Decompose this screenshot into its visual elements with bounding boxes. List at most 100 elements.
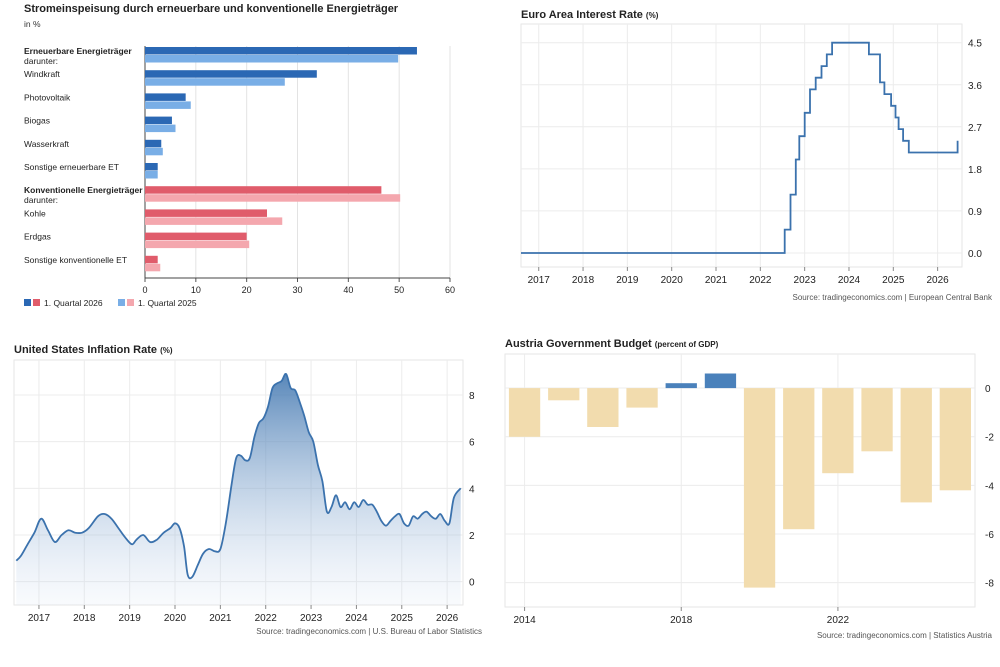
x-tick-label: 2025 xyxy=(391,613,414,624)
y-tick-label: -6 xyxy=(985,530,994,541)
x-tick-label: 2026 xyxy=(926,275,949,286)
y-tick-label: 1.8 xyxy=(968,165,982,176)
x-tick-label: 2023 xyxy=(300,613,323,624)
plot-area xyxy=(520,23,963,268)
budget-bar-2022 xyxy=(822,388,854,474)
y-tick-label: 0 xyxy=(985,384,991,395)
y-tick-label: 0 xyxy=(469,578,475,589)
x-tick-label: 2017 xyxy=(528,275,551,286)
category-label: Windkraft xyxy=(24,69,61,79)
bar-2025-2 xyxy=(145,101,191,109)
budget-bar-2017 xyxy=(626,388,658,408)
legend-swatch-2025-conventional xyxy=(127,299,134,306)
interest-rate-line xyxy=(521,41,959,254)
inflation-area xyxy=(16,373,461,605)
x-tick-label: 2018 xyxy=(73,613,96,624)
bar-2025-5 xyxy=(145,171,158,179)
budget-bar-2014 xyxy=(508,388,541,437)
x-tick-label: 40 xyxy=(343,285,353,295)
x-tick-label: 2022 xyxy=(827,615,850,626)
y-tick-label: -8 xyxy=(985,579,994,590)
bar-2025-8 xyxy=(145,240,250,249)
category-sublabel: darunter: xyxy=(24,195,58,205)
budget-bar-2020 xyxy=(743,388,776,588)
x-tick-label: 2025 xyxy=(882,275,905,286)
y-tick-label: 6 xyxy=(469,438,475,449)
plot-area xyxy=(504,353,976,608)
energy-feed-in-svg: Stromeinspeisung durch erneuerbare und k… xyxy=(24,3,455,308)
bar-2026-4 xyxy=(145,139,162,148)
source-note: Source: tradingeconomics.com | U.S. Bure… xyxy=(256,627,482,636)
x-tick-label: 2020 xyxy=(661,275,684,286)
y-tick-label: 4 xyxy=(469,484,475,495)
bar-2025-4 xyxy=(145,147,163,156)
budget-bar-2024 xyxy=(900,388,932,503)
category-sublabel: darunter: xyxy=(24,56,58,66)
y-tick-label: 0.0 xyxy=(968,249,982,260)
x-tick-label: 2022 xyxy=(749,275,772,286)
bar-2026-7 xyxy=(145,209,267,217)
chart-title: Euro Area Interest Rate (%) xyxy=(521,9,659,21)
x-tick-label: 2018 xyxy=(670,615,693,626)
y-tick-label: -2 xyxy=(985,433,994,444)
us-inflation-chart: United States Inflation Rate (%) 2017 2018… xyxy=(0,333,495,667)
x-tick-label: 10 xyxy=(191,285,201,295)
category-label: Photovoltaik xyxy=(24,92,71,102)
legend-swatch-2026-conventional xyxy=(33,299,40,306)
budget-bar-2019 xyxy=(704,373,737,389)
category-label: Konventionelle Energieträger xyxy=(24,185,143,195)
x-tick-label: 2014 xyxy=(513,615,536,626)
category-label: Erdgas xyxy=(24,232,51,242)
euro-interest-rate-chart: Euro Area Interest Rate (%) 2017 2018 2019 2… xyxy=(505,0,1000,330)
bar-2026-6 xyxy=(145,186,382,194)
us-inflation-svg: United States Inflation Rate (%) 2017 2018… xyxy=(13,344,482,636)
budget-bar-2023 xyxy=(861,388,893,452)
x-tick-label: 2021 xyxy=(209,613,232,624)
budget-bar-2018 xyxy=(665,383,697,389)
x-tick-label: 2019 xyxy=(616,275,639,286)
x-tick-label: 2020 xyxy=(164,613,187,624)
x-tick-label: 0 xyxy=(142,285,147,295)
bar-2026-0 xyxy=(145,47,417,55)
x-tick-label: 2018 xyxy=(572,275,595,286)
euro-interest-rate-svg: Euro Area Interest Rate (%) 2017 2018 2019 2… xyxy=(520,9,993,302)
y-tick-label: 4.5 xyxy=(968,39,982,50)
chart-title: Austria Government Budget (percent of GD… xyxy=(505,338,719,350)
bar-2026-2 xyxy=(145,93,186,101)
bar-2026-1 xyxy=(145,70,317,78)
chart-subtitle: in % xyxy=(24,19,41,29)
category-label: Sonstige erneuerbare ET xyxy=(24,162,119,172)
category-label: Erneuerbare Energieträger xyxy=(24,46,132,56)
chart-title: United States Inflation Rate (%) xyxy=(14,344,173,356)
energy-feed-in-chart: Stromeinspeisung durch erneuerbare und k… xyxy=(0,0,470,330)
austria-budget-svg: Austria Government Budget (percent of GD… xyxy=(504,338,994,640)
legend-label-2026: 1. Quartal 2026 xyxy=(44,298,103,308)
category-label: Kohle xyxy=(24,208,46,218)
x-tick-label: 2017 xyxy=(28,613,51,624)
x-tick-label: 2024 xyxy=(345,613,368,624)
category-label: Biogas xyxy=(24,116,50,126)
category-label: Wasserkraft xyxy=(24,139,70,149)
bar-2026-5 xyxy=(145,163,158,171)
budget-bar-2025 xyxy=(939,388,971,491)
austria-budget-chart: Austria Government Budget (percent of GD… xyxy=(495,333,1000,667)
chart-title: Stromeinspeisung durch erneuerbare und k… xyxy=(24,3,399,15)
x-tick-label: 2021 xyxy=(705,275,728,286)
bar-2025-9 xyxy=(145,263,161,272)
budget-bar-2015 xyxy=(548,388,580,401)
bar-2026-3 xyxy=(145,116,172,125)
bar-2025-6 xyxy=(145,194,401,202)
legend-swatch-2025-renewable xyxy=(118,299,125,306)
bar-2025-1 xyxy=(145,78,285,86)
x-tick-label: 2023 xyxy=(794,275,817,286)
legend-swatch-2026-renewable xyxy=(24,299,31,306)
x-tick-label: 2026 xyxy=(436,613,459,624)
bar-2025-0 xyxy=(145,55,399,63)
legend-label-2025: 1. Quartal 2025 xyxy=(138,298,197,308)
x-tick-label: 30 xyxy=(292,285,302,295)
y-tick-label: 2 xyxy=(469,531,475,542)
budget-bar-2021 xyxy=(783,388,815,530)
x-tick-label: 2019 xyxy=(119,613,142,624)
x-tick-label: 2024 xyxy=(838,275,861,286)
y-tick-label: 2.7 xyxy=(968,123,982,134)
